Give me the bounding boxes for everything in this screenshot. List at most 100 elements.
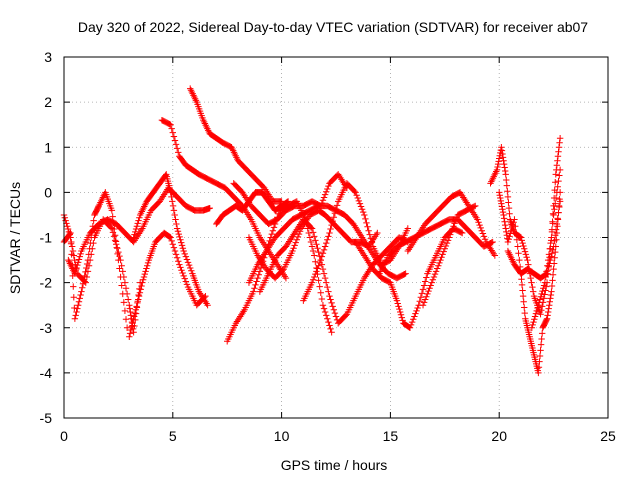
data-point — [556, 189, 564, 196]
data-point — [411, 313, 418, 320]
data-point — [328, 221, 335, 229]
data-point — [545, 263, 552, 271]
data-point — [204, 301, 211, 309]
data-point — [187, 264, 194, 272]
data-point — [500, 215, 508, 222]
data-point — [68, 243, 76, 250]
data-point — [516, 233, 523, 240]
y-tick-label: 1 — [44, 139, 52, 155]
data-point — [550, 243, 557, 250]
data-point — [268, 230, 276, 238]
data-point — [174, 228, 182, 235]
data-point — [419, 301, 427, 309]
data-point — [294, 233, 302, 241]
y-tick-label: -3 — [40, 320, 53, 336]
data-point — [396, 308, 404, 316]
data-point — [172, 141, 180, 148]
data-point — [439, 251, 446, 258]
data-point — [185, 261, 193, 269]
data-point — [305, 229, 312, 237]
data-point — [166, 120, 173, 128]
data-point — [324, 283, 331, 291]
data-point — [548, 288, 555, 295]
data-point — [432, 268, 440, 275]
data-point — [75, 298, 83, 306]
data-point — [81, 272, 88, 280]
data-point — [309, 229, 317, 236]
data-point — [122, 316, 130, 323]
data-point — [497, 194, 504, 202]
data-point — [449, 225, 456, 233]
plot-frame — [63, 56, 609, 419]
data-point — [171, 137, 179, 144]
data-point — [536, 358, 543, 365]
data-point — [177, 264, 184, 271]
data-point — [169, 198, 176, 205]
data-point — [362, 215, 369, 223]
data-point — [317, 289, 324, 296]
data-point — [519, 239, 526, 247]
chart-title: Day 320 of 2022, Sidereal Day-to-day VTE… — [78, 19, 588, 35]
data-point — [521, 248, 529, 255]
grid — [64, 57, 608, 418]
data-point — [179, 269, 186, 277]
data-point — [144, 262, 151, 269]
data-point — [78, 288, 85, 295]
data-point — [325, 233, 332, 240]
data-point — [438, 254, 445, 261]
data-point — [507, 230, 514, 237]
data-point — [111, 225, 118, 233]
data-point — [516, 256, 523, 264]
data-point — [498, 144, 505, 151]
data-point — [321, 308, 329, 316]
data-point — [113, 244, 120, 251]
data-point — [330, 306, 338, 313]
data-point — [515, 250, 522, 257]
data-point — [320, 246, 328, 254]
data-point — [503, 232, 511, 239]
data-point — [428, 279, 435, 286]
data-point — [516, 233, 524, 241]
data-point — [130, 234, 137, 241]
data-point — [112, 238, 120, 245]
data-point — [319, 197, 327, 204]
data-point — [132, 306, 140, 313]
data-point — [552, 232, 559, 239]
y-tick-label: 3 — [44, 49, 52, 65]
data-point — [554, 183, 561, 190]
data-point — [331, 309, 339, 317]
data-point — [136, 289, 144, 296]
y-tick-label: -4 — [40, 365, 53, 381]
data-point — [413, 307, 420, 315]
data-point — [549, 210, 557, 218]
data-point — [419, 286, 427, 293]
data-point — [183, 256, 191, 263]
data-point — [188, 267, 195, 274]
data-point — [354, 194, 361, 202]
data-point — [77, 250, 84, 258]
data-point — [520, 242, 527, 250]
data-point — [173, 145, 181, 152]
series-s18 — [419, 202, 479, 309]
data-point — [257, 264, 265, 272]
data-point — [417, 294, 425, 301]
data-point — [541, 291, 548, 298]
data-point — [74, 301, 82, 309]
data-point — [528, 279, 535, 286]
data-point — [552, 179, 559, 186]
data-point — [68, 251, 75, 258]
data-point — [539, 287, 546, 295]
data-point — [320, 270, 328, 277]
data-point — [540, 282, 548, 289]
data-point — [425, 287, 432, 295]
data-point — [361, 211, 368, 219]
data-point — [494, 160, 502, 168]
data-points — [60, 85, 564, 377]
data-point — [115, 248, 122, 256]
data-point — [74, 305, 81, 312]
data-point — [554, 157, 561, 164]
data-point — [324, 315, 331, 322]
data-point — [182, 253, 190, 260]
data-point — [496, 191, 503, 199]
data-point — [325, 318, 332, 326]
